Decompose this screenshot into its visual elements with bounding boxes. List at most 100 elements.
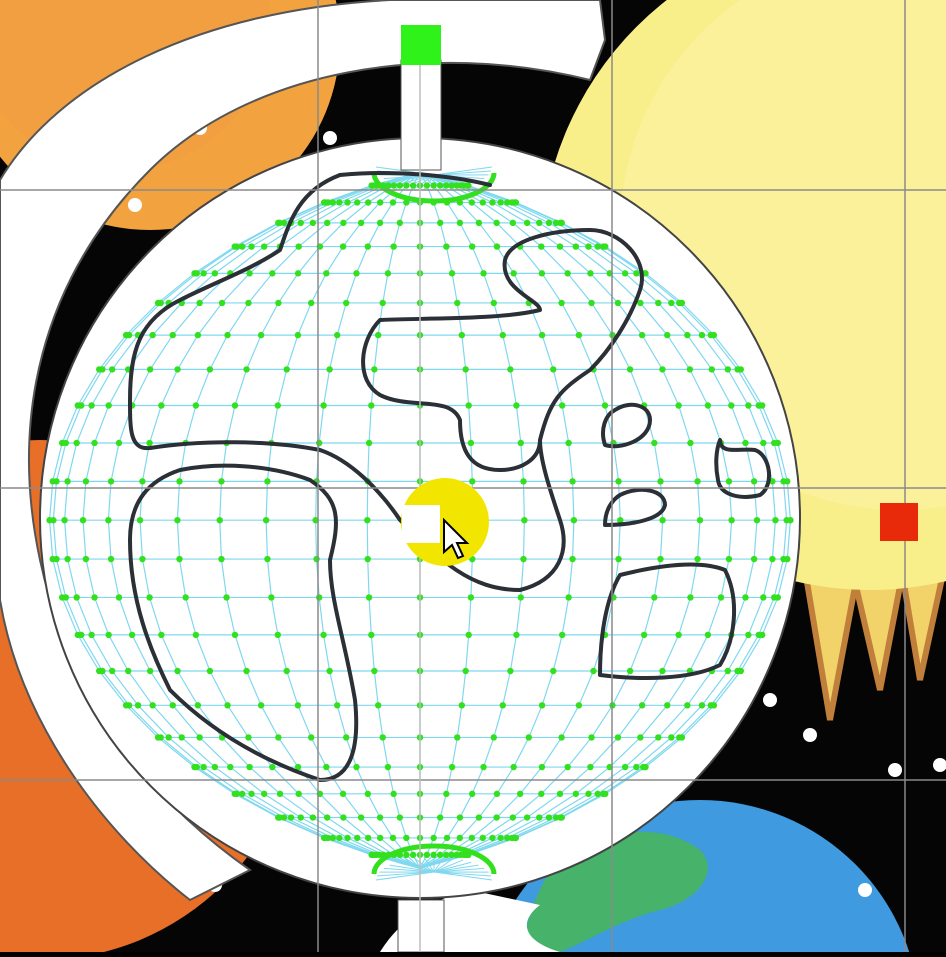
mesh-control-point xyxy=(375,332,381,338)
mesh-control-point xyxy=(588,300,594,306)
mesh-control-point xyxy=(518,594,524,600)
pivot-center-marker[interactable] xyxy=(402,505,440,543)
mesh-control-point xyxy=(559,632,565,638)
mesh-control-point xyxy=(269,270,275,276)
mesh-control-point xyxy=(353,764,359,770)
mesh-control-point xyxy=(403,182,409,188)
mesh-control-point xyxy=(449,764,455,770)
mesh-control-point xyxy=(380,734,386,740)
mesh-control-point xyxy=(457,814,463,820)
mesh-control-point xyxy=(518,440,524,446)
mesh-control-point xyxy=(194,270,200,276)
mesh-control-point xyxy=(83,556,89,562)
mesh-control-point xyxy=(261,243,267,249)
mesh-control-point xyxy=(480,835,486,841)
mesh-control-point xyxy=(466,402,472,408)
mesh-control-point xyxy=(358,814,364,820)
mesh-control-point xyxy=(313,556,319,562)
mesh-control-point xyxy=(759,632,765,638)
mesh-control-point xyxy=(365,791,371,797)
mesh-control-point xyxy=(559,814,565,820)
mesh-control-point xyxy=(500,702,506,708)
mesh-control-point xyxy=(275,402,281,408)
globe-axis-rod-top xyxy=(401,60,441,170)
mesh-control-point xyxy=(139,478,145,484)
mesh-control-point xyxy=(576,332,582,338)
top-transform-handle[interactable] xyxy=(401,25,441,65)
mesh-control-point xyxy=(602,791,608,797)
mesh-control-point xyxy=(526,734,532,740)
mesh-control-point xyxy=(513,402,519,408)
mesh-control-point xyxy=(443,182,449,188)
mesh-control-point xyxy=(248,243,254,249)
mesh-control-point xyxy=(684,702,690,708)
mesh-control-point xyxy=(310,814,316,820)
mesh-control-point xyxy=(390,199,396,205)
mesh-control-point xyxy=(726,478,732,484)
mesh-control-point xyxy=(657,478,663,484)
mesh-control-point xyxy=(565,594,571,600)
mesh-control-point xyxy=(705,632,711,638)
mesh-control-point xyxy=(170,332,176,338)
mesh-control-point xyxy=(410,182,416,188)
mesh-control-point xyxy=(207,366,213,372)
mesh-control-point xyxy=(109,366,115,372)
mesh-control-point xyxy=(468,594,474,600)
mesh-control-point xyxy=(590,668,596,674)
mesh-control-point xyxy=(622,270,628,276)
mesh-control-point xyxy=(587,270,593,276)
mesh-control-point xyxy=(390,243,396,249)
mesh-control-point xyxy=(622,764,628,770)
mesh-control-point xyxy=(459,332,465,338)
mesh-control-point xyxy=(437,220,443,226)
mesh-control-point xyxy=(489,835,495,841)
mesh-control-point xyxy=(469,243,475,249)
mesh-control-point xyxy=(462,668,468,674)
mesh-control-point xyxy=(182,594,188,600)
mesh-control-point xyxy=(78,402,84,408)
mesh-control-point xyxy=(258,332,264,338)
mesh-control-point xyxy=(397,852,403,858)
mesh-control-point xyxy=(627,668,633,674)
mesh-control-point xyxy=(615,478,621,484)
right-rotate-handle[interactable] xyxy=(880,503,918,541)
mesh-control-point xyxy=(457,220,463,226)
mesh-control-point xyxy=(64,556,70,562)
mesh-control-point xyxy=(679,734,685,740)
mesh-control-point xyxy=(99,668,105,674)
mesh-control-point xyxy=(158,734,164,740)
mesh-control-point xyxy=(385,852,391,858)
mesh-control-point xyxy=(246,270,252,276)
mesh-control-point xyxy=(507,668,513,674)
mesh-control-point xyxy=(344,835,350,841)
mesh-control-point xyxy=(745,632,751,638)
mesh-control-point xyxy=(711,702,717,708)
mesh-control-point xyxy=(139,556,145,562)
mesh-control-point xyxy=(480,199,486,205)
mesh-control-point xyxy=(587,764,593,770)
mesh-control-point xyxy=(295,332,301,338)
mesh-control-point xyxy=(91,594,97,600)
mesh-control-point xyxy=(296,791,302,797)
mesh-control-point xyxy=(390,791,396,797)
mesh-control-point xyxy=(364,517,370,523)
mesh-control-point xyxy=(569,556,575,562)
mesh-control-point xyxy=(424,182,430,188)
mesh-control-point xyxy=(687,440,693,446)
mesh-control-point xyxy=(366,594,372,600)
mesh-control-point xyxy=(105,402,111,408)
mesh-control-point xyxy=(149,332,155,338)
mesh-control-point xyxy=(377,814,383,820)
star xyxy=(803,728,817,742)
mesh-control-point xyxy=(784,556,790,562)
mesh-control-point xyxy=(510,270,516,276)
mesh-control-point xyxy=(135,702,141,708)
mesh-control-point xyxy=(595,791,601,797)
mesh-control-point xyxy=(403,199,409,205)
mesh-control-point xyxy=(137,517,143,523)
mesh-control-point xyxy=(494,791,500,797)
mesh-control-point xyxy=(469,791,475,797)
mesh-control-point xyxy=(193,632,199,638)
